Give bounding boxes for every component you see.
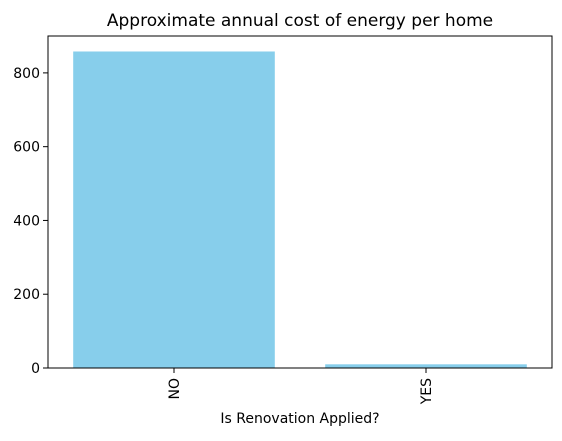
y-tick-label-0: 0 (31, 361, 40, 377)
x-tick-label-yes: YES (419, 378, 435, 405)
y-tick-label-800: 800 (13, 66, 40, 82)
chart-title: Approximate annual cost of energy per ho… (107, 11, 493, 31)
plot-frame (47, 35, 553, 369)
ticks-layer: NO YES 0 200 400 600 800 (13, 66, 435, 405)
x-tick-label-no: NO (167, 378, 183, 400)
y-tick-label-600: 600 (13, 140, 40, 156)
bar-no (73, 51, 275, 369)
bars-layer (73, 51, 527, 369)
axes-layer (47, 35, 553, 369)
y-tick-label-200: 200 (13, 287, 40, 303)
y-tick-label-400: 400 (13, 213, 40, 229)
x-axis-label: Is Renovation Applied? (220, 411, 379, 427)
bar-yes (325, 364, 527, 368)
